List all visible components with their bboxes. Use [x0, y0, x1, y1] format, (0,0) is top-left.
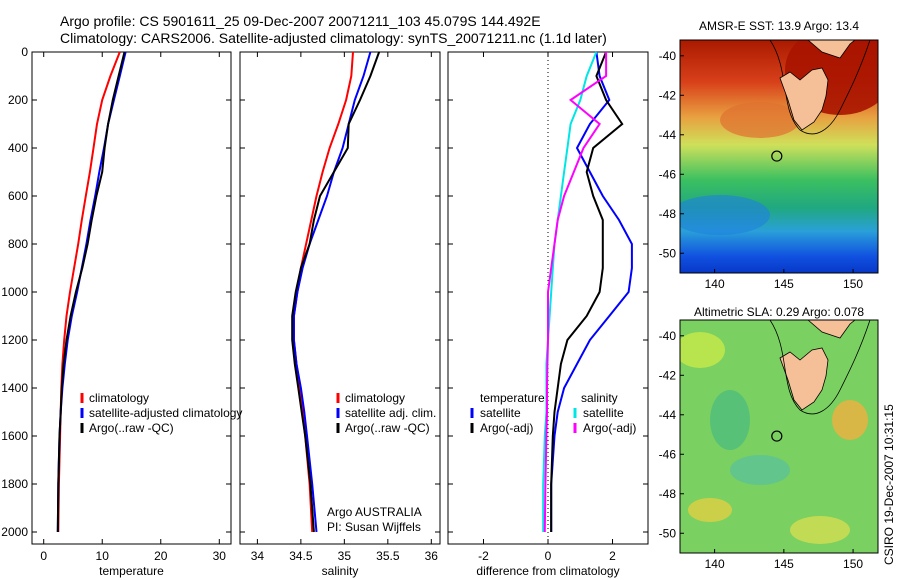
- sla-patch-1: [680, 332, 725, 368]
- legend-label: satellite-adjusted climatology: [89, 406, 242, 420]
- legend-header-salinity: salinity: [581, 391, 618, 405]
- depth-tick-label: 200: [8, 93, 28, 107]
- sla-mainland: [807, 320, 856, 339]
- sst-map-lat-label: -42: [659, 88, 677, 102]
- legend-label: satellite: [480, 406, 521, 420]
- series-climatology: [57, 51, 121, 533]
- series-climatology: [292, 51, 354, 533]
- sst-argo-marker: [771, 150, 783, 162]
- side-label: CSIRO 19-Dec-2007 10:31:15: [882, 404, 896, 565]
- series-argo-raw-qc-: [56, 51, 126, 533]
- sla-map-panel: Altimetric SLA: 0.29 Argo: 0.078 140 145 1…: [659, 305, 879, 571]
- temperature-xlabel: temperature: [99, 564, 164, 578]
- legend-label: satellite: [583, 406, 624, 420]
- depth-tick-label: 800: [8, 237, 28, 251]
- sst-map-lon-label: 145: [774, 277, 794, 291]
- sst-map-panel: AMSR-E SST: 13.9 Argo: 13.4 140 145 150 -40…: [659, 19, 879, 291]
- sla-map-title: Altimetric SLA: 0.29 Argo: 0.078: [694, 305, 864, 319]
- sla-patch-2: [832, 400, 868, 440]
- sla-patch-3: [730, 455, 790, 485]
- header-line1: Argo profile: CS 5901611_25 09-Dec-2007 …: [60, 13, 541, 29]
- salinity-xtick-label: 35.5: [376, 549, 400, 563]
- difference-xlabel: difference from climatology: [476, 564, 619, 578]
- difference-xtick-label: -2: [478, 549, 489, 563]
- sla-argo-marker: [771, 430, 783, 442]
- temperature-frame: [31, 51, 232, 545]
- salinity-xtick-label: 34: [251, 549, 265, 563]
- sla-map-lat-label: -44: [659, 408, 677, 422]
- annotation: PI: Susan Wijffels: [327, 520, 421, 534]
- sla-map-frame: [679, 319, 879, 554]
- header-line2: Climatology: CARS2006. Satellite-adjuste…: [60, 30, 607, 46]
- temperature-xtick-label: 0: [40, 549, 47, 563]
- sst-map-lat-label: -46: [659, 167, 677, 181]
- series-satellite-adj-clim-: [292, 51, 372, 533]
- series-temperature-argo-adj-: [550, 51, 624, 532]
- sla-contour: [769, 320, 871, 415]
- legend-label: Argo(..raw -QC): [345, 421, 430, 435]
- legend-label: climatology: [345, 391, 405, 405]
- series-salinity-argo-adj-: [543, 52, 608, 533]
- sla-map-lat-label: -40: [659, 329, 677, 343]
- sst-map-lat-label: -40: [659, 49, 677, 63]
- legend-label: climatology: [89, 391, 149, 405]
- depth-tick-label: 1600: [1, 429, 28, 443]
- sla-map-lat-label: -42: [659, 368, 677, 382]
- depth-tick-label: 2000: [1, 525, 28, 539]
- legend-label: Argo(-adj): [583, 421, 636, 435]
- depth-tick-label: 1400: [1, 381, 28, 395]
- sla-patch-6: [710, 390, 750, 450]
- sst-tasmania: [779, 67, 829, 131]
- depth-tick-label: 0: [21, 45, 28, 59]
- sst-map-lon-label: 150: [843, 277, 863, 291]
- sla-map-lon-label: 150: [843, 557, 863, 571]
- depth-tick-label: 1800: [1, 477, 28, 491]
- depth-tick-label: 1000: [1, 285, 28, 299]
- legend-header-temperature: temperature: [480, 391, 545, 405]
- panel-salinity: 34 34.5 35 35.5 36 salinity climatologysatelli…: [239, 51, 441, 578]
- salinity-xtick-label: 36: [425, 549, 439, 563]
- sla-map-lat-label: -46: [659, 447, 677, 461]
- depth-tick-label: 400: [8, 141, 28, 155]
- series-satellite-adjusted-climatology: [56, 51, 127, 533]
- legend-label: satellite adj. clim.: [345, 406, 436, 420]
- legend-label: Argo(-adj): [480, 421, 533, 435]
- temperature-xtick-label: 30: [213, 549, 227, 563]
- depth-tick-label: 600: [8, 189, 28, 203]
- salinity-xtick-label: 34.5: [289, 549, 313, 563]
- sla-map-lon-label: 145: [774, 557, 794, 571]
- sla-tasmania: [779, 347, 829, 411]
- depth-tick-label: 1200: [1, 333, 28, 347]
- series-temperature-satellite: [550, 51, 633, 532]
- sst-map-lon-label: 140: [705, 277, 725, 291]
- sla-patch-4: [688, 498, 732, 522]
- sla-map-lat-label: -48: [659, 487, 677, 501]
- sla-map-lon-label: 140: [705, 557, 725, 571]
- sst-map-lat-label: -48: [659, 207, 677, 221]
- temperature-xtick-label: 20: [154, 549, 168, 563]
- sst-map-frame: [679, 39, 879, 274]
- sst-mainland: [807, 40, 856, 59]
- sst-map-title: AMSR-E SST: 13.9 Argo: 13.4: [699, 19, 859, 33]
- series-argo-raw-qc-: [291, 51, 381, 533]
- salinity-frame: [239, 51, 441, 545]
- sst-map-lat-label: -50: [659, 246, 677, 260]
- sst-map-lat-label: -44: [659, 128, 677, 142]
- sst-mid-patch: [720, 102, 800, 138]
- annotation: Argo AUSTRALIA: [327, 505, 422, 519]
- legend-label: Argo(..raw -QC): [89, 421, 174, 435]
- sst-cool-patch: [680, 195, 770, 235]
- salinity-xtick-label: 35: [338, 549, 352, 563]
- difference-xtick-label: 0: [545, 549, 552, 563]
- sla-map-lat-label: -50: [659, 526, 677, 540]
- difference-xtick-label: 2: [609, 549, 616, 563]
- panel-temperature: 0 10 20 30 temperature 0 200 400 600 800 1000 1200 1…: [1, 45, 242, 578]
- temperature-xtick-label: 10: [96, 549, 110, 563]
- salinity-xlabel: salinity: [322, 564, 359, 578]
- sla-patch-5: [790, 516, 850, 544]
